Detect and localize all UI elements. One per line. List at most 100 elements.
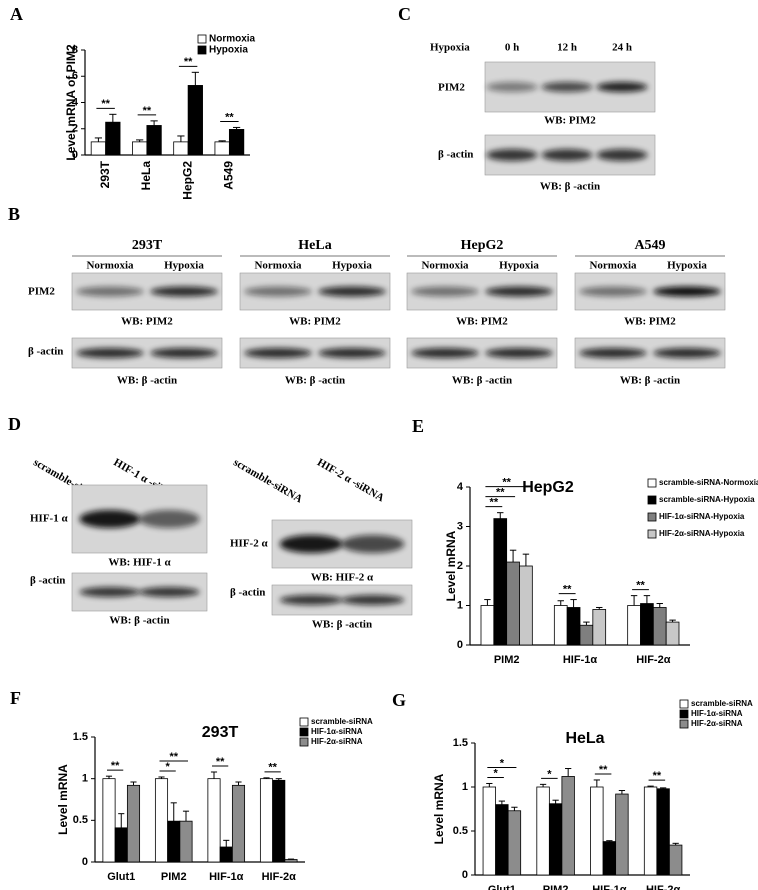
- band: [579, 286, 647, 297]
- y-axis-label: Level mRNA: [56, 764, 70, 835]
- bar: [105, 121, 121, 156]
- panel-letter: C: [398, 4, 411, 24]
- band: [341, 595, 405, 605]
- lane-label: Normoxia: [589, 260, 637, 272]
- band: [541, 149, 593, 161]
- legend-swatch: [679, 699, 689, 709]
- significance-label: **: [636, 580, 645, 592]
- lane-label: Hypoxia: [332, 260, 372, 272]
- x-tick-label: HIF-1α: [209, 871, 244, 883]
- cell-title: HeLa: [298, 238, 331, 253]
- band: [318, 286, 386, 297]
- bar: [146, 125, 162, 156]
- band: [653, 348, 721, 358]
- legend-swatch: [647, 495, 657, 505]
- x-tick-label: HIF-2α: [262, 871, 297, 883]
- lane-label: Normoxia: [86, 260, 134, 272]
- bar: [480, 605, 495, 646]
- blot-header: Hypoxia: [430, 42, 470, 54]
- y-tick-label: 2: [72, 123, 78, 135]
- legend-label: HIF-1α-siRNA: [311, 727, 363, 736]
- cell-title: 293T: [132, 238, 163, 253]
- y-tick-label: 1: [462, 781, 468, 793]
- bar: [259, 778, 274, 863]
- bar: [590, 786, 604, 876]
- band: [486, 149, 538, 161]
- band: [318, 348, 386, 358]
- band: [79, 587, 141, 597]
- x-tick-label: PIM2: [161, 871, 187, 883]
- x-tick-label: 293T: [98, 160, 112, 188]
- y-tick-label: 3: [457, 520, 463, 532]
- legend-label: HIF-1α-siRNA: [691, 709, 743, 718]
- bar: [214, 141, 230, 156]
- lane-label: Hypoxia: [164, 260, 204, 272]
- cell-title: HepG2: [461, 238, 504, 253]
- x-tick-label: HIF-2α: [646, 884, 681, 890]
- chart-title: HeLa: [565, 730, 604, 747]
- bar: [668, 844, 683, 876]
- bar: [652, 607, 667, 646]
- band: [596, 149, 648, 161]
- significance-label: **: [169, 751, 178, 763]
- bar: [228, 129, 245, 156]
- y-tick-label: 0.5: [73, 814, 88, 826]
- bar: [548, 803, 563, 876]
- significance-label: *: [500, 757, 505, 769]
- panel-letter: G: [392, 690, 406, 710]
- bar: [495, 804, 509, 876]
- bar: [114, 827, 128, 863]
- blot-caption: WB: PIM2: [544, 115, 596, 127]
- y-tick-label: 4: [457, 481, 464, 493]
- bar: [536, 786, 550, 876]
- band: [79, 510, 141, 528]
- legend-swatch: [679, 719, 689, 729]
- y-axis-label: Level mRNA of PIM2: [64, 44, 78, 161]
- significance-label: **: [101, 98, 110, 110]
- lane-label: Hypoxia: [499, 260, 539, 272]
- x-tick-label: HeLa: [139, 161, 153, 191]
- band: [279, 535, 343, 553]
- significance-label: **: [502, 477, 511, 489]
- lane-label: HIF-2 α -siRNA: [315, 456, 386, 504]
- legend-swatch: [647, 478, 657, 488]
- lane-label: Hypoxia: [667, 260, 707, 272]
- row-label: PIM2: [438, 82, 465, 94]
- x-tick-label: Glut1: [107, 871, 135, 883]
- bar: [207, 778, 221, 863]
- blot-caption: WB: β -actin: [285, 375, 345, 387]
- bar: [231, 784, 246, 863]
- y-tick-label: 2: [457, 560, 463, 572]
- y-axis-label: Level mRNA: [444, 530, 458, 601]
- bar: [167, 820, 181, 863]
- legend-label: Normoxia: [209, 34, 256, 45]
- x-tick-label: HIF-2α: [636, 654, 671, 666]
- band: [138, 587, 200, 597]
- legend-swatch: [647, 512, 657, 522]
- bar: [615, 793, 629, 876]
- row-label: β -actin: [28, 346, 63, 358]
- bar: [493, 518, 508, 646]
- bar: [519, 565, 533, 646]
- band: [150, 286, 218, 297]
- legend-label: HIF-1α-siRNA-Hypoxia: [659, 512, 745, 521]
- legend-label: scramble-siRNA: [311, 717, 373, 726]
- band: [244, 348, 312, 358]
- band: [579, 348, 647, 358]
- significance-label: **: [599, 764, 608, 776]
- significance-label: **: [490, 497, 499, 509]
- row-label: HIF-2 α: [230, 538, 268, 550]
- significance-label: **: [111, 760, 120, 772]
- bar: [602, 841, 617, 876]
- band: [411, 348, 479, 358]
- y-tick-label: 6: [72, 70, 78, 82]
- legend-swatch: [197, 34, 207, 44]
- bar: [561, 776, 575, 876]
- bar: [592, 609, 607, 646]
- legend-label: scramble-siRNA: [691, 699, 753, 708]
- x-tick-label: HIF-1α: [563, 654, 598, 666]
- x-tick-label: HepG2: [180, 161, 194, 200]
- legend-swatch: [647, 529, 657, 539]
- bar: [665, 621, 680, 646]
